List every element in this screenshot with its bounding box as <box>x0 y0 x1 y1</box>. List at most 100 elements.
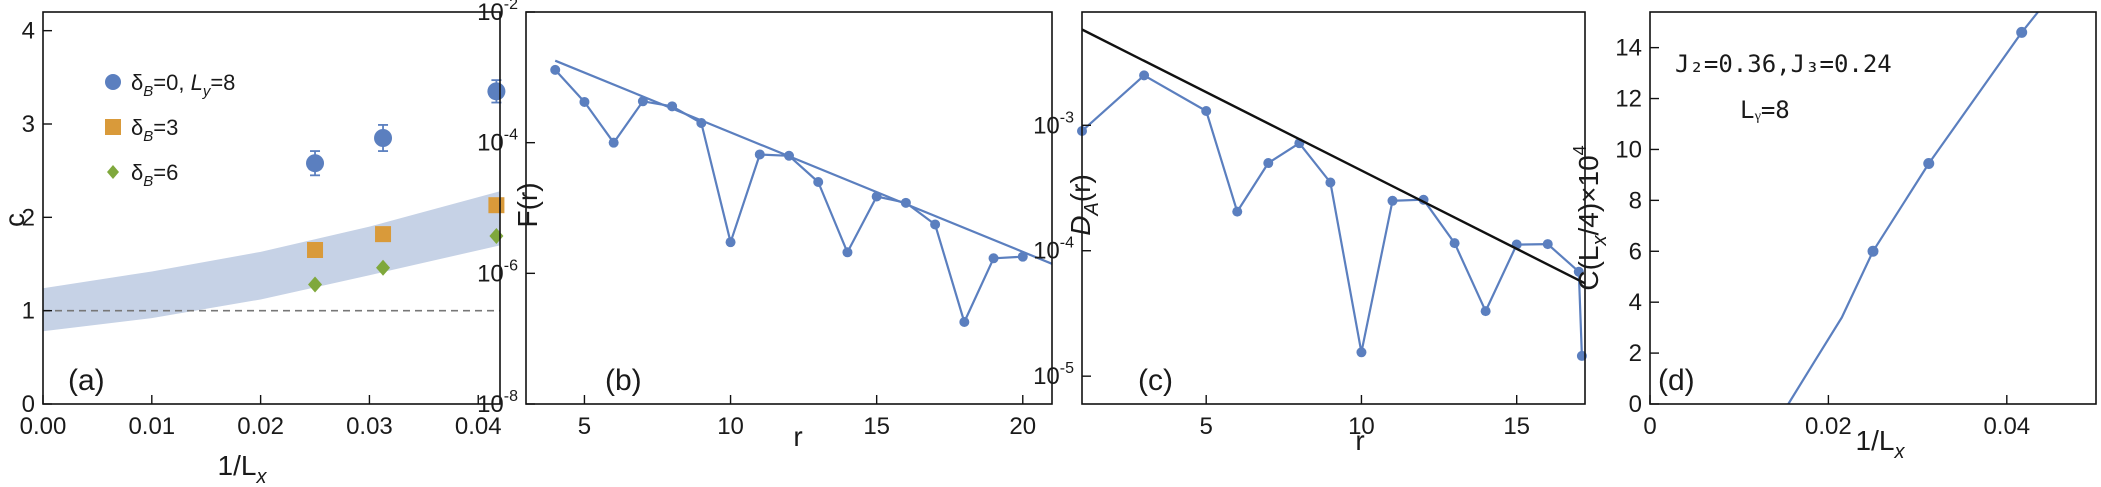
x-axis-label-d: 1/Lx <box>1856 425 1906 463</box>
tick-exponent: -4 <box>1060 235 1074 252</box>
data-point <box>725 237 736 248</box>
data-point <box>1573 266 1584 277</box>
tick-base: 10 <box>477 260 504 287</box>
data-point <box>608 137 619 148</box>
data-point <box>1139 70 1150 81</box>
y-tick-label: 1 <box>22 298 35 325</box>
x-tick-label: 10 <box>1348 413 1375 440</box>
legend-marker <box>105 74 121 90</box>
tick-exponent: -6 <box>504 257 518 274</box>
data-point <box>1263 158 1274 169</box>
y-tick-label: 10-3 <box>1033 109 1074 139</box>
legend-label-part: =3 <box>153 115 178 140</box>
y-tick-label: 10-8 <box>477 388 518 418</box>
y-tick-label: 10 <box>1615 136 1642 163</box>
x-axis-label-d-main: 1/L <box>1856 425 1895 456</box>
fit-line <box>1081 28 1586 285</box>
data-lines <box>1787 11 2039 405</box>
legend-label-part: B <box>143 83 153 100</box>
data-point <box>813 177 824 188</box>
y-tick-label: 0 <box>1629 391 1642 418</box>
x-tick-label: 10 <box>717 413 744 440</box>
tick-exponent: -4 <box>504 127 518 144</box>
y-axis-label-c-sub: A <box>1081 202 1103 216</box>
x-tick-label: 0.02 <box>237 413 284 440</box>
data-point <box>306 154 325 173</box>
legend-label: δB=0, Ly=8 <box>131 70 235 100</box>
x-tick-label: 15 <box>1503 413 1530 440</box>
tick-base: 10 <box>477 0 504 26</box>
plot-frame <box>525 11 1053 405</box>
data-lines <box>550 59 1053 327</box>
axes-d: 0 0.02 0.04 0 2 4 6 8 10 12 14 <box>1615 11 2097 440</box>
axes-a: 0.00 0.01 0.02 0.03 0.04 0 1 2 3 4 <box>20 11 502 440</box>
y-axis-label-d-main: C(L <box>1573 246 1604 291</box>
legend-label-part: L <box>191 70 203 95</box>
tick-exponent: -3 <box>1060 109 1074 126</box>
legend-label-part: y <box>202 83 212 100</box>
legend-marker <box>107 165 119 179</box>
x-axis-label-b: r <box>793 421 802 452</box>
legend-label-part: δ <box>131 115 143 140</box>
tick-base: 10 <box>1033 238 1060 265</box>
legend-marker <box>105 119 121 135</box>
y-axis-label-c: DA(r) <box>1065 174 1103 236</box>
data-point <box>1387 195 1398 206</box>
annotation-couplings: J₂=0.36,J₃=0.24 <box>1675 50 1892 78</box>
y-tick-label: 10-2 <box>477 0 518 26</box>
legend-label-part: δ <box>131 70 143 95</box>
x-tick-label: 0.00 <box>20 413 67 440</box>
y-axis-label-d-sup: 4 <box>1570 145 1590 155</box>
data-line <box>1081 74 1583 356</box>
y-tick-label: 2 <box>1629 340 1642 367</box>
data-point <box>375 226 392 243</box>
y-tick-label: 10-4 <box>477 127 518 157</box>
y-tick-label: 4 <box>22 18 35 45</box>
legend-label-part: =8 <box>210 70 235 95</box>
plot-frame <box>1081 11 1586 405</box>
x-tick-label: 0.02 <box>1805 413 1852 440</box>
y-tick-label: 10-4 <box>1033 235 1074 265</box>
x-axis-label-a-main: 1/L <box>218 450 257 481</box>
tick-base: 10 <box>1033 112 1060 139</box>
data-line <box>554 69 1023 324</box>
y-tick-label: 10-5 <box>1033 360 1074 390</box>
y-axis-label-b: F(r) <box>512 182 543 227</box>
data-point <box>842 247 853 258</box>
data-point <box>1017 251 1028 262</box>
x-tick-label: 15 <box>863 413 890 440</box>
data-point <box>1449 238 1460 249</box>
y-tick-label: 2 <box>22 204 35 231</box>
data-point <box>1480 306 1491 317</box>
y-axis-label-c-main: D <box>1065 216 1096 236</box>
data-point <box>374 129 393 147</box>
tick-base: 10 <box>1033 363 1060 390</box>
y-axis-label-d-suffix: /4)×10 <box>1573 155 1604 235</box>
data-point <box>376 259 391 276</box>
y-tick-label: 3 <box>22 111 35 138</box>
data-point <box>754 149 765 160</box>
data-point <box>959 316 970 327</box>
data-point <box>1325 177 1336 188</box>
x-axis-label-a: 1/Lx <box>218 450 268 487</box>
legend-label-part: B <box>143 128 153 145</box>
plot-frame <box>42 11 501 405</box>
legend: δB=0, Ly=8δB=3δB=6 <box>105 70 235 190</box>
x-axis-label-a-sub: x <box>255 466 267 487</box>
x-axis-label-c: r <box>1355 425 1364 456</box>
x-tick-label: 0.03 <box>346 413 393 440</box>
legend-label-part: =0, <box>153 70 190 95</box>
data-point <box>307 242 324 258</box>
annotation-ly: Lᵧ=8 <box>1740 96 1790 124</box>
y-tick-label: 10-6 <box>477 257 518 287</box>
y-tick-label: 14 <box>1615 35 1642 62</box>
data-point <box>637 96 648 107</box>
tick-base: 10 <box>477 391 504 418</box>
x-tick-label: 20 <box>1009 413 1036 440</box>
